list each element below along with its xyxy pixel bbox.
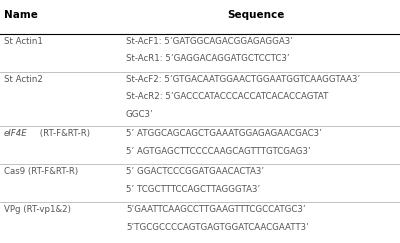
Text: VPg (RT-vp1&2): VPg (RT-vp1&2)	[4, 205, 71, 214]
Text: Sequence: Sequence	[227, 10, 285, 20]
Text: 5’TGCGCCCCAGTGAGTGGATCAACGAATT3’: 5’TGCGCCCCAGTGAGTGGATCAACGAATT3’	[126, 223, 309, 232]
Text: Cas9 (RT-F&RT-R): Cas9 (RT-F&RT-R)	[4, 167, 78, 176]
Text: St Actin1: St Actin1	[4, 37, 43, 46]
Text: Name: Name	[4, 10, 38, 20]
Text: St-AcR2: 5’GACCCATACCCACCATCACACCAGTAT: St-AcR2: 5’GACCCATACCCACCATCACACCAGTAT	[126, 92, 328, 101]
Text: St-AcF2: 5’GTGACAATGGAACTGGAATGGTCAAGGTAA3’: St-AcF2: 5’GTGACAATGGAACTGGAATGGTCAAGGTA…	[126, 75, 360, 84]
Text: 5’ TCGCTTTCCAGCTTAGGGTA3’: 5’ TCGCTTTCCAGCTTAGGGTA3’	[126, 185, 260, 194]
Text: St Actin2: St Actin2	[4, 75, 43, 84]
Text: 5’ AGTGAGCTTCCCCAAGCAGTTTGTCGAG3’: 5’ AGTGAGCTTCCCCAAGCAGTTTGTCGAG3’	[126, 147, 311, 156]
Text: 5’GAATTCAAGCCTTGAAGTTTCGCCATGC3’: 5’GAATTCAAGCCTTGAAGTTTCGCCATGC3’	[126, 205, 306, 214]
Text: GGC3’: GGC3’	[126, 110, 154, 119]
Text: St-AcR1: 5’GAGGACAGGATGCTCCTC3’: St-AcR1: 5’GAGGACAGGATGCTCCTC3’	[126, 54, 290, 63]
Text: eIF4E: eIF4E	[4, 129, 28, 138]
Text: St-AcF1: 5’GATGGCAGACGGAGAGGA3’: St-AcF1: 5’GATGGCAGACGGAGAGGA3’	[126, 37, 293, 46]
Text: (RT-F&RT-R): (RT-F&RT-R)	[37, 129, 90, 138]
Text: 5’ GGACTCCCGGATGAACACTA3’: 5’ GGACTCCCGGATGAACACTA3’	[126, 167, 264, 176]
Text: 5’ ATGGCAGCAGCTGAAATGGAGAGAACGAC3’: 5’ ATGGCAGCAGCTGAAATGGAGAGAACGAC3’	[126, 129, 322, 138]
